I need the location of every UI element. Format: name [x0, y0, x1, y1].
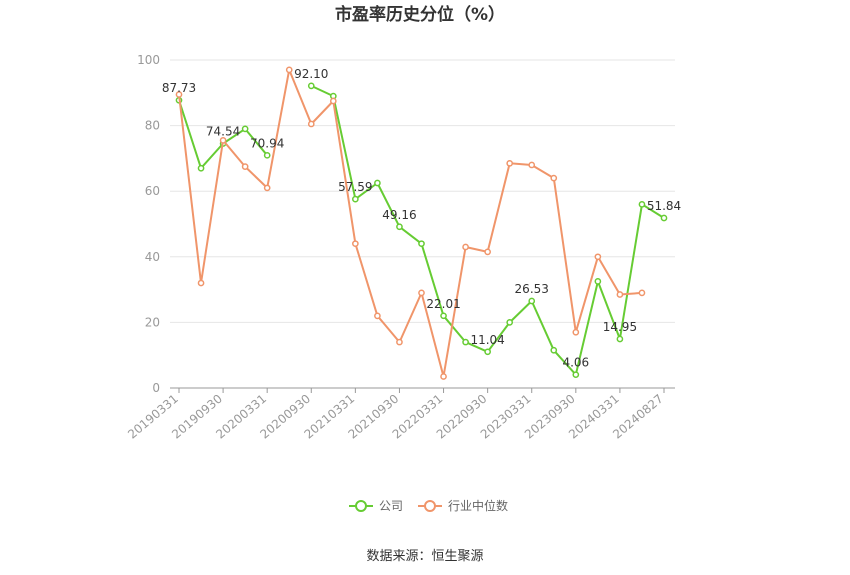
series-layer	[175, 66, 668, 380]
data-point[interactable]	[285, 66, 293, 74]
data-point[interactable]	[616, 335, 624, 343]
source-note: 数据来源：恒生聚源	[366, 549, 483, 564]
data-point[interactable]	[197, 279, 205, 287]
chart-title: 市盈率历史分位（%）	[335, 4, 505, 25]
y-tick-label: 0	[152, 381, 160, 395]
data-label: 87.73	[162, 81, 196, 95]
x-axis: 2019033120190930202003312020093020210331…	[125, 387, 675, 442]
legend-item-1[interactable]: 行业中位数	[418, 498, 508, 513]
data-label: 51.84	[647, 199, 681, 213]
y-axis: 0 20 40 60 80 100	[137, 53, 160, 395]
data-point[interactable]	[506, 319, 514, 326]
series-line	[178, 84, 665, 376]
y-tick-label: 80	[145, 119, 160, 133]
data-label: 74.54	[206, 125, 240, 139]
data-label: 22.01	[426, 297, 460, 311]
data-labels: 87.73 74.54 70.94 92.10 57.59 49.16 22.01 11.04…	[162, 67, 681, 370]
data-point[interactable]	[241, 163, 249, 170]
data-point[interactable]	[462, 243, 469, 251]
legend-label: 公司	[379, 499, 403, 513]
data-point[interactable]	[594, 253, 602, 261]
data-point[interactable]	[528, 297, 536, 305]
data-label: 26.53	[515, 282, 549, 296]
grid-lines	[170, 59, 675, 323]
data-point[interactable]	[175, 91, 183, 98]
data-point[interactable]	[550, 174, 558, 182]
data-point[interactable]	[374, 312, 381, 320]
data-label: 4.06	[562, 356, 589, 370]
series-1	[175, 66, 646, 380]
data-point[interactable]	[263, 184, 271, 192]
series-0	[175, 82, 668, 379]
legend-item-0[interactable]: 公司	[349, 499, 403, 513]
data-point[interactable]	[440, 373, 447, 380]
data-label: 70.94	[250, 136, 284, 150]
legend-label: 行业中位数	[448, 498, 508, 513]
data-label: 11.04	[470, 333, 504, 347]
data-label: 57.59	[338, 180, 372, 194]
y-tick-label: 40	[145, 250, 160, 264]
data-point[interactable]	[572, 371, 580, 379]
legend[interactable]: 公司 行业中位数	[349, 498, 508, 513]
data-point[interactable]	[241, 125, 249, 133]
data-point[interactable]	[352, 240, 359, 248]
data-point[interactable]	[484, 348, 491, 356]
data-point[interactable]	[197, 164, 205, 172]
data-point[interactable]	[418, 240, 425, 248]
data-point[interactable]	[594, 278, 602, 285]
data-point[interactable]	[307, 120, 315, 128]
legend-swatch-marker	[355, 500, 367, 512]
data-point[interactable]	[418, 289, 425, 297]
data-point[interactable]	[440, 312, 447, 320]
data-point[interactable]	[484, 248, 491, 256]
data-point[interactable]	[506, 159, 514, 167]
y-tick-label: 60	[145, 184, 160, 198]
data-point[interactable]	[352, 195, 359, 203]
y-tick-label: 20	[145, 315, 160, 329]
data-point[interactable]	[307, 82, 315, 90]
data-point[interactable]	[263, 151, 271, 159]
data-point[interactable]	[329, 97, 337, 105]
data-point[interactable]	[219, 137, 227, 144]
data-label: 92.10	[294, 67, 328, 81]
data-point[interactable]	[616, 291, 624, 298]
data-point[interactable]	[396, 223, 403, 231]
data-point[interactable]	[550, 346, 558, 354]
legend-swatch-marker	[424, 500, 436, 512]
data-point[interactable]	[374, 179, 381, 187]
data-label: 49.16	[382, 208, 416, 222]
data-point[interactable]	[572, 328, 580, 336]
data-point[interactable]	[638, 289, 646, 297]
data-point[interactable]	[528, 161, 536, 169]
data-point[interactable]	[396, 338, 403, 346]
data-label: 14.95	[603, 320, 637, 334]
data-point[interactable]	[660, 214, 668, 222]
data-point[interactable]	[462, 338, 469, 346]
series-line	[178, 68, 643, 378]
y-tick-label: 100	[137, 53, 160, 67]
data-point[interactable]	[638, 200, 646, 208]
